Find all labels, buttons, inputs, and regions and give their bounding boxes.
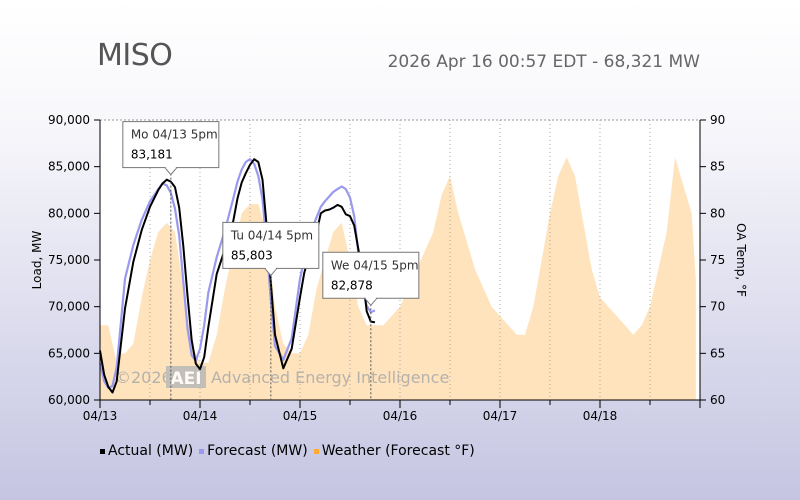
legend-label-weather: Weather (Forecast °F) [321, 443, 475, 459]
watermark-company: Advanced Energy Intelligence [211, 368, 449, 387]
y-tick-label: 70,000 [48, 300, 90, 314]
legend: Actual (MW) Forecast (MW) Weather (Forec… [100, 443, 475, 459]
actual-line [99, 158, 376, 394]
y2-tick-label: 85 [710, 160, 725, 174]
tooltip-value: 83,181 [131, 148, 173, 162]
watermark-copyright: ©2026 [115, 368, 172, 387]
y2-axis-title: OA Temp, °F [734, 223, 748, 297]
tooltip-pointer-mask [165, 166, 176, 169]
y2-tick-label: 80 [710, 206, 725, 220]
y-tick-label: 75,000 [48, 253, 90, 267]
tooltip-date: Tu 04/14 5pm [230, 228, 313, 242]
y2-tick-label: 65 [710, 346, 725, 360]
legend-swatch-actual [100, 448, 105, 454]
y2-tick-label: 75 [710, 253, 725, 267]
tooltip-date: We 04/15 5pm [331, 258, 419, 272]
series-lines [98, 158, 376, 394]
legend-item-actual[interactable]: Actual (MW) [100, 443, 193, 459]
x-tick-label: 04/18 [583, 409, 618, 423]
y-tick-label: 85,000 [48, 160, 90, 174]
status-subtitle: 2026 Apr 16 00:57 EDT - 68,321 MW [387, 52, 700, 72]
page-title: MISO [97, 38, 173, 73]
y2-tick-label: 90 [710, 113, 725, 127]
legend-swatch-forecast [199, 448, 205, 454]
legend-label-forecast: Forecast (MW) [207, 443, 308, 459]
weather-area [100, 157, 696, 400]
watermark: ©2026 AEI Advanced Energy Intelligence [115, 366, 449, 389]
legend-swatch-weather [313, 448, 319, 454]
watermark-logo-box [166, 366, 206, 388]
y-tick-label: 65,000 [48, 346, 90, 360]
tooltip-date: Mo 04/13 5pm [131, 128, 218, 142]
tooltip-box [222, 221, 320, 269]
y-tick-label: 80,000 [48, 206, 90, 220]
legend-item-forecast[interactable]: Forecast (MW) [199, 443, 308, 459]
tooltip-pointer-mask [265, 267, 276, 270]
y2-tick-label: 60 [710, 393, 725, 407]
x-tick-label: 04/16 [383, 409, 418, 423]
watermark-logo: AEI [170, 369, 201, 389]
tooltip-value: 85,803 [231, 248, 273, 262]
x-tick-label: 04/14 [183, 409, 218, 423]
tooltip-box [322, 251, 420, 299]
tooltip-pointer-mask [365, 297, 376, 300]
y-tick-label: 90,000 [48, 113, 90, 127]
x-tick-label: 04/17 [483, 409, 518, 423]
x-tick-label: 04/15 [283, 409, 318, 423]
tooltip: We 04/15 5pm 82,878 [322, 251, 420, 400]
tooltip: Mo 04/13 5pm 83,181 [122, 121, 220, 400]
axes: 60,000 65,000 70,000 75,000 80,000 85,000 90,0… [48, 113, 725, 423]
tooltip-value: 82,878 [331, 278, 373, 292]
tooltip: Tu 04/14 5pm 85,803 [222, 221, 320, 400]
y2-tick-label: 70 [710, 300, 725, 314]
tooltips: Mo 04/13 5pm 83,181 Tu 04/14 5pm 85,803 We 0… [122, 121, 420, 400]
legend-item-weather[interactable]: Weather (Forecast °F) [313, 443, 475, 459]
legend-label-actual: Actual (MW) [108, 443, 194, 459]
y-tick-label: 60,000 [48, 393, 90, 407]
x-tick-label: 04/13 [83, 409, 118, 423]
y-axis-title: Load, MW [30, 231, 44, 290]
weather-area-layer [100, 157, 696, 400]
